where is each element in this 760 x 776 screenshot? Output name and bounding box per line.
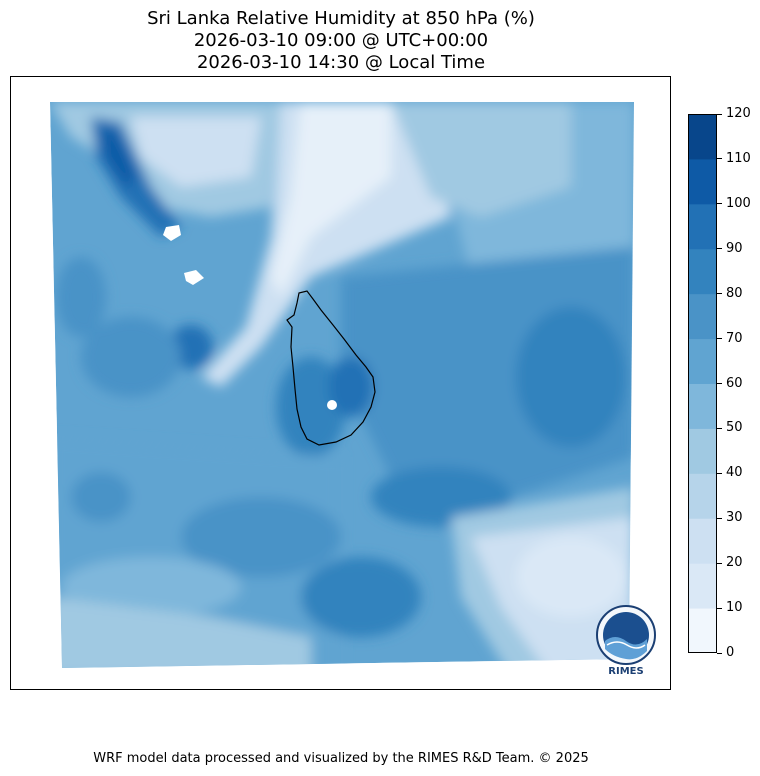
colorbar-tick (717, 562, 722, 564)
colorbar-tick-label: 20 (726, 555, 743, 571)
colorbar-tick-label: 90 (726, 240, 743, 256)
colorbar-tick-label: 120 (726, 106, 751, 121)
colorbar-tick (717, 203, 722, 205)
colorbar-tick (717, 427, 722, 429)
colorbar-segment (688, 293, 717, 340)
colorbar-tick-label: 80 (726, 285, 743, 301)
colorbar-tick-label: 0 (726, 645, 735, 660)
colorbar-segment (688, 248, 717, 295)
local-time: 2026-03-10 14:30 @ Local Time (196, 52, 486, 73)
colorbar-tick-label: 10 (726, 600, 743, 616)
colorbar-tick (717, 607, 722, 609)
colorbar-tick (717, 293, 722, 295)
logo-text: RIMES (608, 666, 643, 677)
colorbar-tick (717, 472, 722, 474)
colorbar-border (688, 114, 717, 653)
colorbar-segment (688, 114, 717, 160)
footer-credit: WRF model data processed and visualized … (93, 751, 589, 766)
colorbar-tick (717, 338, 722, 340)
sri-lanka-coastline (286, 290, 376, 446)
colorbar-tick-label: 50 (726, 420, 743, 436)
rimes-logo: RIMES (596, 605, 656, 677)
colorbar-segment (688, 383, 717, 429)
utc-time: 2026-03-10 09:00 @ UTC+00:00 (193, 30, 489, 51)
humidity-map (50, 102, 634, 668)
colorbar-segment (688, 563, 717, 609)
colorbar-tick-label: 60 (726, 375, 743, 391)
map-frame (10, 76, 671, 690)
colorbar-tick (717, 383, 722, 384)
colorbar-tick (717, 652, 722, 654)
colorbar (688, 114, 717, 653)
colorbar-segment (688, 158, 717, 205)
colorbar-segment (688, 518, 717, 564)
colorbar-tick (717, 113, 722, 115)
colorbar-segment (688, 428, 717, 474)
colorbar-tick-label: 110 (726, 150, 751, 166)
colorbar-segment (688, 608, 717, 653)
colorbar-segment (688, 203, 717, 250)
colorbar-tick-label: 40 (726, 465, 743, 481)
colorbar-tick-label: 30 (726, 510, 743, 526)
colorbar-tick-label: 100 (726, 195, 751, 211)
colorbar-segment (688, 473, 717, 519)
colorbar-tick (717, 158, 722, 160)
colorbar-segment (688, 338, 717, 384)
colorbar-tick-label: 70 (726, 330, 743, 346)
colorbar-tick (717, 517, 722, 519)
colorbar-tick (717, 248, 722, 250)
map-title: Sri Lanka Relative Humidity at 850 hPa (… (147, 8, 535, 29)
